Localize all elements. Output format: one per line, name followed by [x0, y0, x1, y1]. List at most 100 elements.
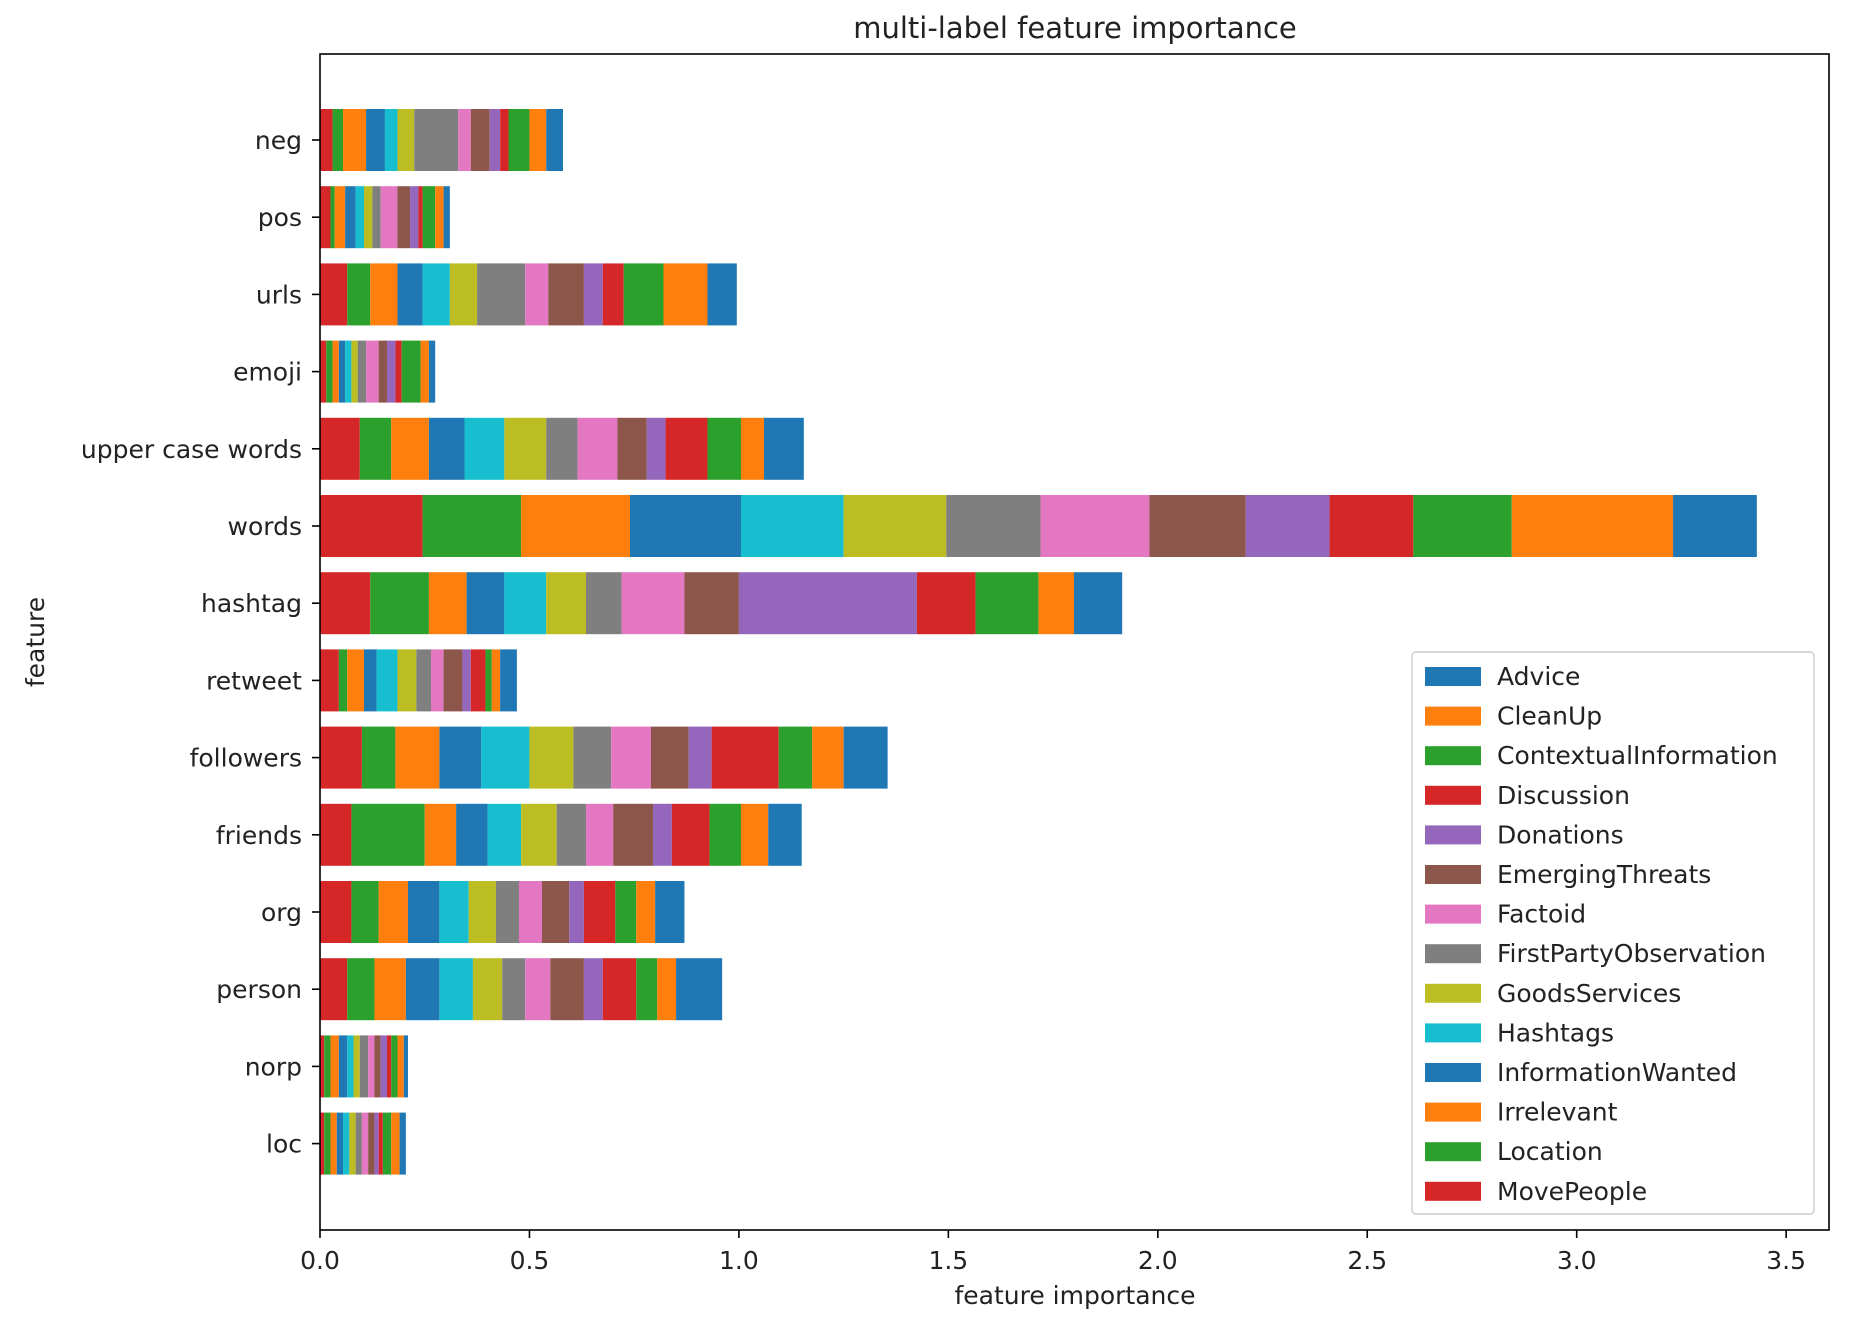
x-tick-label: 3.0 [1557, 1246, 1597, 1275]
legend-label: CleanUp [1497, 702, 1602, 731]
bar-segment [370, 572, 429, 635]
y-tick-label: words [228, 512, 302, 541]
bar-segment [387, 340, 396, 403]
bar-segment [349, 1112, 356, 1175]
bar-segment [378, 1112, 383, 1175]
bar-segment [629, 495, 741, 557]
bar-segment [711, 726, 779, 789]
y-tick-label: norp [245, 1052, 302, 1081]
bar-segment [405, 958, 440, 1021]
x-tick-label: 1.5 [928, 1246, 968, 1275]
bar-segment [812, 726, 844, 789]
y-tick-label: loc [266, 1130, 302, 1159]
bar-segment [1245, 495, 1330, 557]
bar-segment [338, 1035, 348, 1098]
bar-segment [650, 726, 689, 789]
y-tick-label: person [216, 975, 302, 1004]
bar-segment [1673, 495, 1757, 557]
bar-segment [764, 417, 804, 480]
legend-label: ContextualInformation [1497, 741, 1778, 770]
legend-swatch [1425, 1023, 1481, 1043]
y-tick-label: retweet [206, 666, 302, 695]
bar-segment [336, 1112, 344, 1175]
bar-segment [435, 186, 444, 249]
bar-segment [357, 340, 367, 403]
bar-segment [361, 1112, 369, 1175]
bar-segment [401, 340, 421, 403]
bar-segment [351, 881, 379, 943]
bar-segment [320, 881, 352, 943]
bar-segment [363, 649, 377, 712]
legend-swatch [1425, 746, 1481, 766]
bar-segment [481, 726, 530, 789]
legend-swatch [1425, 865, 1481, 884]
bar-segment [378, 881, 408, 943]
bar-segment [355, 186, 364, 249]
bar-segment [330, 1112, 337, 1175]
bar-segment [397, 649, 417, 712]
bar-segment [439, 726, 482, 789]
bar-segment [653, 803, 672, 866]
bar-segment [428, 572, 467, 635]
bar-segment [573, 726, 612, 789]
bar-segment [370, 263, 398, 326]
bar-segment [586, 803, 614, 866]
bar-segment [343, 109, 367, 171]
bar-segment [456, 803, 488, 866]
bar-segment [500, 649, 517, 712]
bar-segment [738, 572, 917, 635]
bar-segment [380, 1035, 388, 1098]
bar-segment [502, 958, 526, 1021]
bar-segment [368, 1035, 375, 1098]
x-axis: 0.0 0.5 1.0 1.5 2.0 2.5 3.0 3.5 [300, 1230, 1806, 1275]
bar-segment [347, 958, 375, 1021]
bar-segment [378, 340, 388, 403]
bar-segment [332, 340, 339, 403]
bar-segment [431, 649, 444, 712]
bar-segment [487, 803, 522, 866]
legend-label: Irrelevant [1497, 1098, 1618, 1127]
legend-label: InformationWanted [1497, 1058, 1737, 1087]
bar-segment [458, 109, 471, 171]
bar-segment [665, 417, 708, 480]
bar-segment [504, 572, 547, 635]
bar-segment [384, 109, 398, 171]
bar-segment [542, 881, 570, 943]
bar-segment [500, 109, 509, 171]
legend-label: EmergingThreats [1497, 860, 1711, 889]
legend-swatch [1425, 667, 1481, 686]
legend-label: Discussion [1497, 781, 1630, 810]
bar-segment [556, 803, 586, 866]
bar-segment [403, 1035, 408, 1098]
bar-segment [1329, 495, 1414, 557]
bar-segment [1074, 572, 1123, 635]
bars-group [320, 109, 1757, 1175]
bar-segment [615, 881, 637, 943]
x-tick-label: 2.5 [1347, 1246, 1387, 1275]
bar-segment [320, 803, 352, 866]
bar-segment [368, 1112, 375, 1175]
bar-segment [330, 186, 335, 249]
legend-label: Advice [1497, 662, 1580, 691]
bar-segment [485, 649, 492, 712]
y-tick-label: org [261, 898, 302, 927]
bar-segment [380, 186, 398, 249]
bar-segment [676, 958, 723, 1021]
bar-segment [416, 649, 432, 712]
bar-segment [529, 109, 547, 171]
bar-segment [843, 726, 888, 789]
bar-segment [345, 186, 356, 249]
legend-label: Hashtags [1497, 1018, 1614, 1047]
bar-segment [320, 1112, 325, 1175]
legend-swatch [1425, 1181, 1481, 1201]
bar-segment [975, 572, 1039, 635]
legend-label: GoodsServices [1497, 979, 1681, 1008]
bar-segment [422, 186, 436, 249]
bar-segment [550, 958, 584, 1021]
bar-segment [466, 572, 505, 635]
legend-swatch [1425, 1142, 1481, 1162]
bar-segment [320, 186, 331, 249]
bar-segment [663, 263, 708, 326]
bar-segment [688, 726, 712, 789]
